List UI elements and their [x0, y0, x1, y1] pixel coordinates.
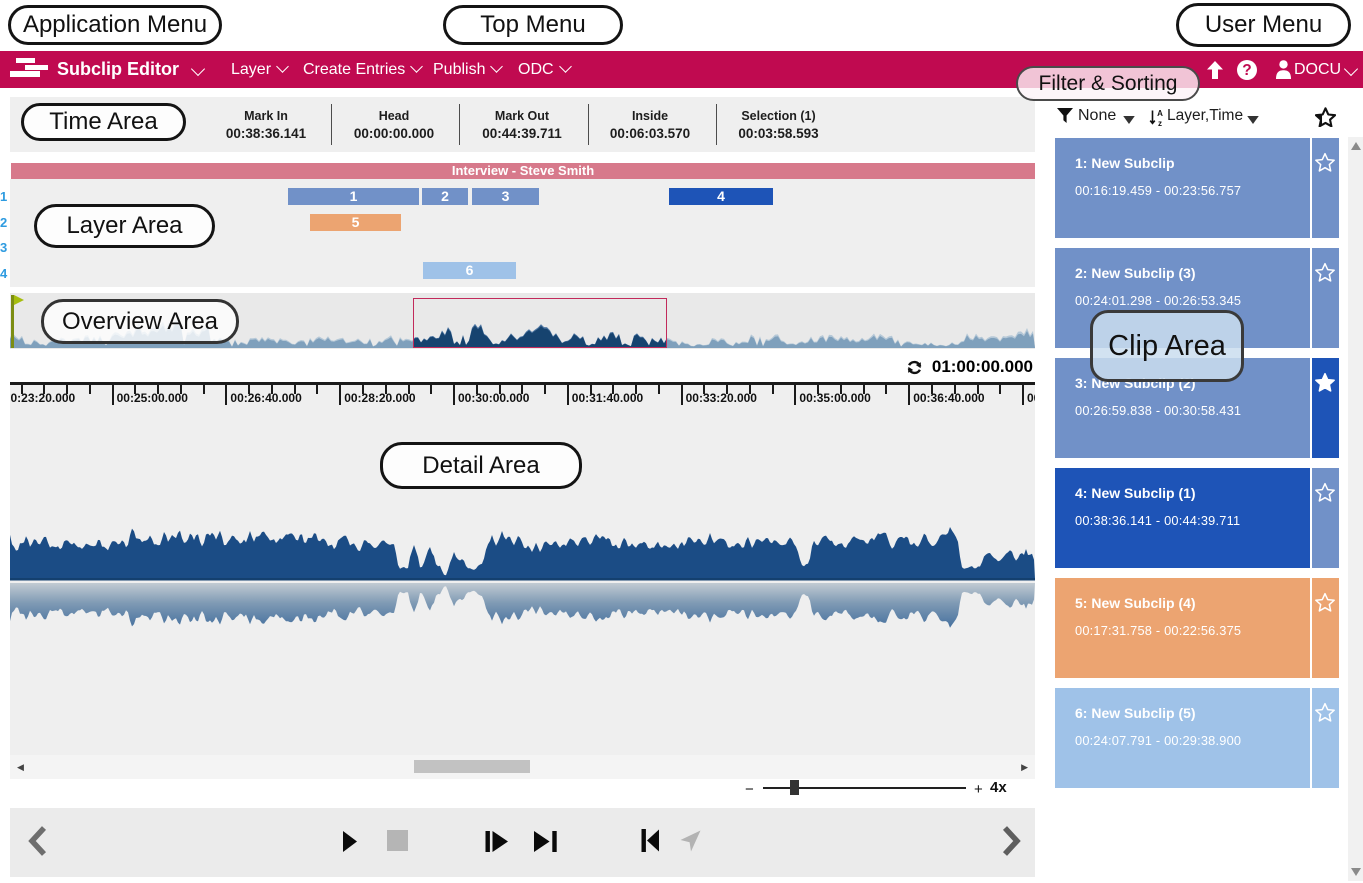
svg-text:?: ? [1242, 62, 1251, 79]
svg-text:z: z [1158, 119, 1162, 127]
svg-text:A: A [1157, 109, 1163, 118]
